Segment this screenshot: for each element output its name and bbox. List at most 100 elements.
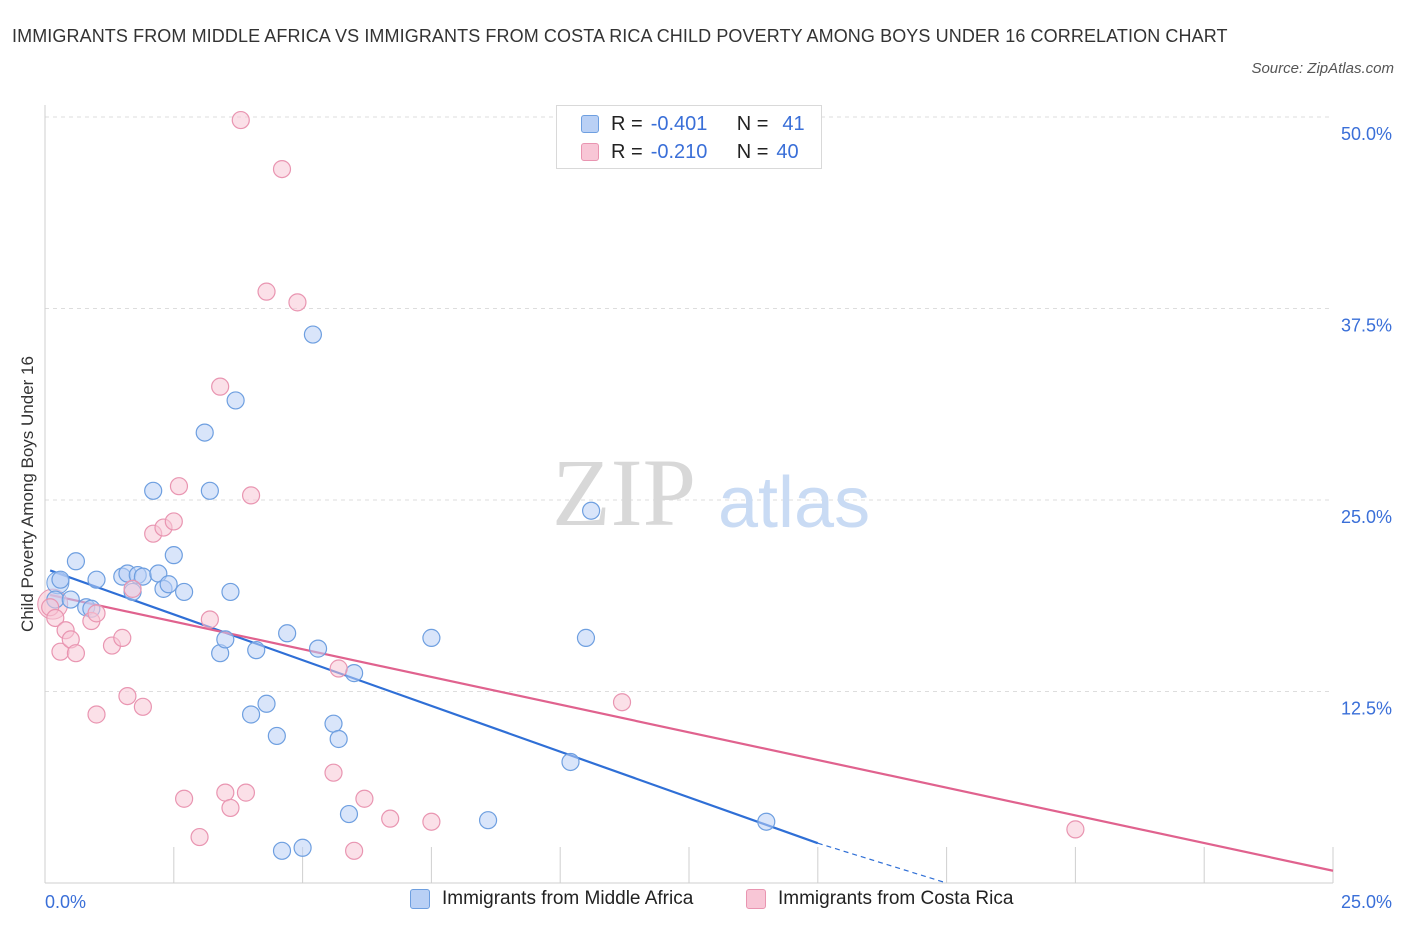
legend-r-label: R =	[611, 112, 643, 135]
y-tick-label: 50.0%	[1341, 124, 1392, 144]
data-point-costa-rica[interactable]	[272, 159, 292, 179]
data-point-middle-africa[interactable]	[66, 552, 86, 571]
data-point-costa-rica[interactable]	[231, 110, 250, 130]
legend-swatch-pink	[746, 889, 766, 909]
data-point-costa-rica[interactable]	[190, 827, 209, 847]
data-point-middle-africa[interactable]	[339, 804, 359, 824]
data-point-costa-rica[interactable]	[216, 783, 235, 802]
data-point-costa-rica[interactable]	[200, 610, 219, 629]
watermark-zip: ZIP	[552, 439, 696, 546]
legend-n-label: N =	[736, 112, 769, 135]
data-point-costa-rica[interactable]	[175, 789, 194, 808]
legend-n-label: N =	[736, 140, 769, 163]
trendline-extension	[817, 842, 947, 884]
y-axis-label: Child Poverty Among Boys Under 16	[18, 356, 37, 632]
data-point-middle-africa[interactable]	[757, 812, 776, 831]
data-point-costa-rica[interactable]	[324, 763, 343, 782]
legend-item-middle-africa[interactable]: Immigrants from Middle Africa	[410, 888, 693, 910]
data-point-costa-rica[interactable]	[381, 809, 400, 828]
data-point-middle-africa[interactable]	[422, 628, 441, 647]
data-point-middle-africa[interactable]	[561, 752, 580, 772]
data-point-middle-africa[interactable]	[303, 325, 323, 344]
legend-row-middle-africa: R = -0.401 N = 41	[581, 112, 805, 136]
data-point-middle-africa[interactable]	[216, 630, 235, 649]
data-point-middle-africa[interactable]	[51, 570, 70, 589]
data-point-middle-africa[interactable]	[329, 729, 348, 749]
data-point-middle-africa[interactable]	[247, 641, 266, 660]
data-point-middle-africa[interactable]	[164, 546, 183, 565]
legend-r-label: R =	[611, 140, 643, 163]
data-point-middle-africa[interactable]	[582, 501, 601, 520]
data-point-middle-africa[interactable]	[257, 694, 276, 713]
data-point-middle-africa[interactable]	[241, 705, 261, 724]
legend-swatch-pink	[581, 143, 599, 161]
data-point-costa-rica[interactable]	[66, 644, 86, 663]
data-point-costa-rica[interactable]	[123, 579, 142, 598]
trendlines	[49, 569, 1334, 884]
data-point-middle-africa[interactable]	[293, 838, 312, 857]
data-point-costa-rica[interactable]	[288, 293, 307, 312]
axes	[44, 105, 1333, 884]
legend-n-value: 40	[776, 140, 799, 163]
legend-r-value: -0.401	[650, 112, 708, 135]
y-tick-label: 25.0%	[1341, 507, 1392, 527]
trendline-costa-rica	[49, 593, 1334, 872]
data-point-middle-africa[interactable]	[272, 841, 292, 860]
series-legend: Immigrants from Middle Africa Immigrants…	[0, 888, 1406, 916]
data-point-middle-africa[interactable]	[200, 481, 219, 500]
data-point-costa-rica[interactable]	[46, 608, 65, 628]
y-tick-label: 12.5%	[1341, 699, 1392, 719]
data-point-costa-rica[interactable]	[211, 377, 230, 396]
legend-item-costa-rica[interactable]: Immigrants from Costa Rica	[746, 888, 1013, 910]
legend-r-value: -0.210	[650, 140, 708, 163]
legend-label-middle-africa: Immigrants from Middle Africa	[442, 888, 694, 909]
data-point-middle-africa[interactable]	[159, 575, 178, 594]
data-points	[37, 110, 1085, 860]
data-point-costa-rica[interactable]	[241, 486, 261, 505]
data-point-costa-rica[interactable]	[345, 841, 364, 860]
watermark-atlas: atlas	[718, 463, 870, 543]
data-point-costa-rica[interactable]	[113, 628, 132, 647]
data-point-middle-africa[interactable]	[61, 590, 80, 609]
data-point-costa-rica[interactable]	[236, 783, 256, 802]
data-point-costa-rica[interactable]	[422, 812, 441, 831]
legend-swatch-blue	[581, 115, 599, 133]
stats-legend: R = -0.401 N = 41 R = -0.210 N = 40	[556, 105, 822, 169]
chart-title: IMMIGRANTS FROM MIDDLE AFRICA VS IMMIGRA…	[12, 26, 1228, 46]
data-point-middle-africa[interactable]	[195, 423, 214, 442]
watermark: ZIP atlas	[552, 439, 870, 546]
data-point-middle-africa[interactable]	[267, 726, 286, 746]
data-point-middle-africa[interactable]	[308, 639, 328, 658]
data-point-middle-africa[interactable]	[87, 570, 106, 589]
data-point-costa-rica[interactable]	[87, 604, 106, 623]
data-point-middle-africa[interactable]	[226, 391, 245, 410]
data-point-middle-africa[interactable]	[175, 582, 194, 602]
trendline-middle-africa	[49, 569, 819, 845]
data-point-costa-rica[interactable]	[355, 789, 374, 808]
data-point-costa-rica[interactable]	[164, 512, 183, 531]
data-point-costa-rica[interactable]	[257, 282, 276, 301]
data-point-costa-rica[interactable]	[221, 798, 240, 818]
x-tick-label: 25.0%	[1341, 892, 1392, 912]
data-point-middle-africa[interactable]	[221, 582, 240, 602]
data-point-middle-africa[interactable]	[478, 811, 498, 830]
data-point-costa-rica[interactable]	[612, 693, 632, 712]
legend-label-costa-rica: Immigrants from Costa Rica	[778, 888, 1014, 909]
data-point-costa-rica[interactable]	[118, 686, 137, 706]
data-point-middle-africa[interactable]	[324, 714, 343, 733]
y-tick-label: 37.5%	[1341, 316, 1392, 336]
data-point-costa-rica[interactable]	[87, 705, 106, 724]
data-point-middle-africa[interactable]	[576, 628, 596, 647]
data-point-costa-rica[interactable]	[169, 477, 189, 496]
data-point-middle-africa[interactable]	[278, 624, 297, 643]
data-point-middle-africa[interactable]	[144, 481, 163, 500]
data-point-costa-rica[interactable]	[133, 697, 152, 716]
data-point-costa-rica[interactable]	[1066, 820, 1085, 839]
data-point-costa-rica[interactable]	[329, 659, 348, 678]
legend-swatch-blue	[410, 889, 430, 909]
data-point-middle-africa[interactable]	[345, 664, 364, 683]
tick-labels: 12.5% 25.0% 37.5% 50.0% 0.0% 25.0%	[45, 124, 1392, 912]
x-tick-label: 0.0%	[45, 892, 86, 912]
source-label: Source: ZipAtlas.com	[1251, 60, 1394, 77]
